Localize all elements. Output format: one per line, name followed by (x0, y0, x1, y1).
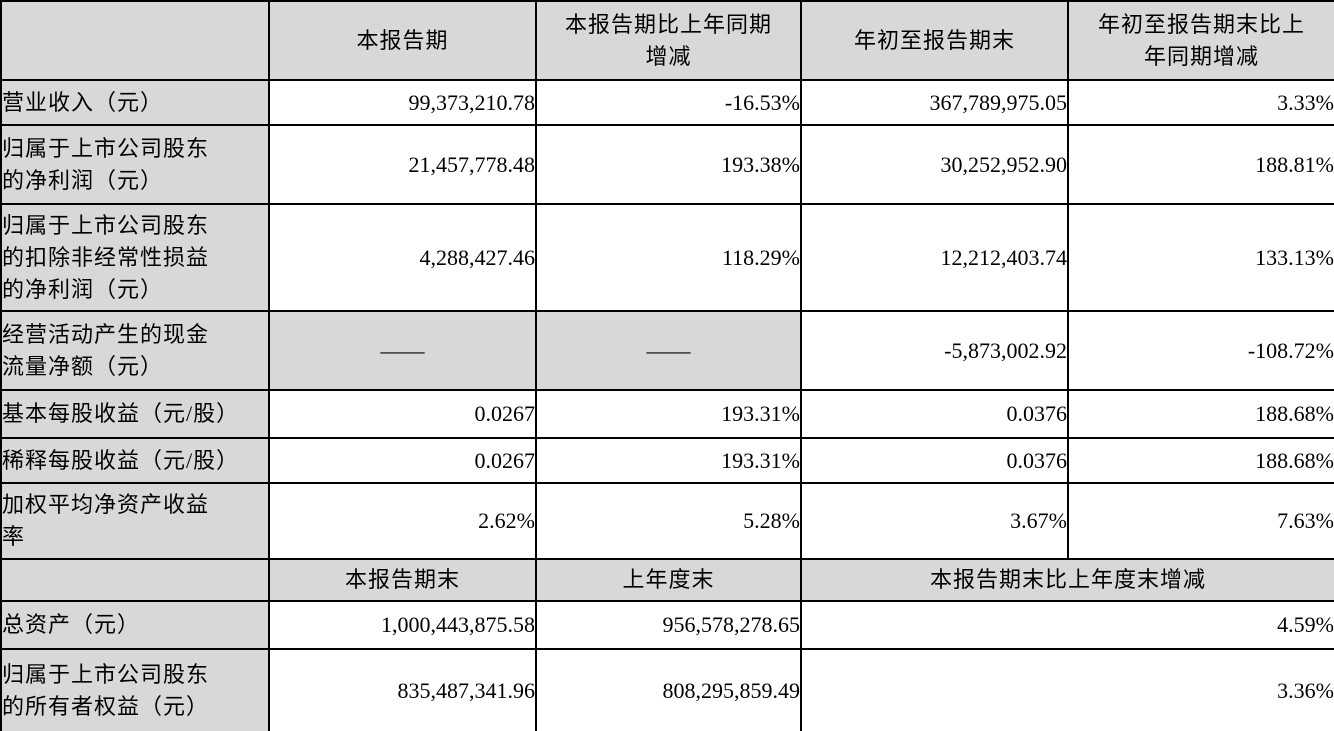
cell-ytd-yoy: 7.63% (1067, 482, 1334, 560)
table-row-operating-cash-flow: 经营活动产生的现金 流量净额（元） —— —— -5,873,002.92 -1… (0, 310, 1334, 391)
cell-current-yoy: -16.53% (535, 79, 802, 126)
cell-ytd: 3.67% (800, 482, 1069, 560)
row-label: 归属于上市公司股东 的扣除非经常性损益 的净利润（元） (0, 203, 270, 312)
cell-current-yoy: 193.31% (535, 389, 802, 439)
header-prior-year-end: 上年度末 (535, 558, 802, 602)
cell-ytd-yoy: -108.72% (1067, 310, 1334, 391)
cell-current: 21,457,778.48 (268, 124, 537, 205)
cell-current-yoy: 5.28% (535, 482, 802, 560)
header-current-period: 本报告期 (268, 0, 537, 81)
row-label: 营业收入（元） (0, 79, 270, 126)
corner-cell (0, 0, 270, 81)
table-row-total-assets: 总资产（元） 1,000,443,875.58 956,578,278.65 4… (0, 600, 1334, 650)
corner-cell (0, 558, 270, 602)
cell-ytd: -5,873,002.92 (800, 310, 1069, 391)
cell-current: 99,373,210.78 (268, 79, 537, 126)
position-header-row: 本报告期末 上年度末 本报告期末比上年度末增减 (0, 558, 1334, 602)
cell-current: 4,288,427.46 (268, 203, 537, 312)
cell-period-end: 835,487,341.96 (268, 648, 537, 731)
row-label: 基本每股收益（元/股） (0, 389, 270, 439)
cell-current-yoy-dash: —— (535, 310, 802, 391)
cell-ytd: 30,252,952.90 (800, 124, 1069, 205)
cell-current-dash: —— (268, 310, 537, 391)
header-period-end: 本报告期末 (268, 558, 537, 602)
cell-prior-year-end: 956,578,278.65 (535, 600, 802, 650)
table-row-diluted-eps: 稀释每股收益（元/股） 0.0267 193.31% 0.0376 188.68… (0, 437, 1334, 484)
period-header-row: 本报告期 本报告期比上年同期 增减 年初至报告期末 年初至报告期末比上 年同期增… (0, 0, 1334, 81)
cell-current: 0.0267 (268, 437, 537, 484)
cell-change: 4.59% (800, 600, 1334, 650)
header-ytd: 年初至报告期末 (800, 0, 1069, 81)
cell-prior-year-end: 808,295,859.49 (535, 648, 802, 731)
cell-current: 0.0267 (268, 389, 537, 439)
header-ytd-yoy: 年初至报告期末比上 年同期增减 (1067, 0, 1334, 81)
row-label: 经营活动产生的现金 流量净额（元） (0, 310, 270, 391)
table-row-net-profit: 归属于上市公司股东 的净利润（元） 21,457,778.48 193.38% … (0, 124, 1334, 205)
table-row-basic-eps: 基本每股收益（元/股） 0.0267 193.31% 0.0376 188.68… (0, 389, 1334, 439)
cell-current-yoy: 193.38% (535, 124, 802, 205)
table-row-revenue: 营业收入（元） 99,373,210.78 -16.53% 367,789,97… (0, 79, 1334, 126)
cell-ytd: 0.0376 (800, 389, 1069, 439)
cell-current: 2.62% (268, 482, 537, 560)
row-label: 稀释每股收益（元/股） (0, 437, 270, 484)
header-change-vs-prior-year-end: 本报告期末比上年度末增减 (800, 558, 1334, 602)
table-row-net-profit-excl-nonrecurring: 归属于上市公司股东 的扣除非经常性损益 的净利润（元） 4,288,427.46… (0, 203, 1334, 312)
row-label: 归属于上市公司股东 的所有者权益（元） (0, 648, 270, 731)
cell-current-yoy: 118.29% (535, 203, 802, 312)
cell-ytd-yoy: 133.13% (1067, 203, 1334, 312)
cell-ytd-yoy: 188.68% (1067, 437, 1334, 484)
cell-current-yoy: 193.31% (535, 437, 802, 484)
cell-ytd-yoy: 3.33% (1067, 79, 1334, 126)
header-current-yoy: 本报告期比上年同期 增减 (535, 0, 802, 81)
table-row-weighted-avg-roe: 加权平均净资产收益 率 2.62% 5.28% 3.67% 7.63% (0, 482, 1334, 560)
table-row-owners-equity: 归属于上市公司股东 的所有者权益（元） 835,487,341.96 808,2… (0, 648, 1334, 731)
row-label: 归属于上市公司股东 的净利润（元） (0, 124, 270, 205)
row-label: 加权平均净资产收益 率 (0, 482, 270, 560)
cell-period-end: 1,000,443,875.58 (268, 600, 537, 650)
row-label: 总资产（元） (0, 600, 270, 650)
cell-change: 3.36% (800, 648, 1334, 731)
cell-ytd: 0.0376 (800, 437, 1069, 484)
cell-ytd: 12,212,403.74 (800, 203, 1069, 312)
cell-ytd: 367,789,975.05 (800, 79, 1069, 126)
cell-ytd-yoy: 188.68% (1067, 389, 1334, 439)
cell-ytd-yoy: 188.81% (1067, 124, 1334, 205)
